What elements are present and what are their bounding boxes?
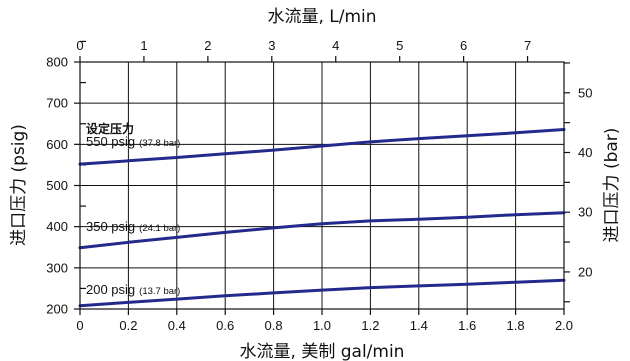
y-left-tick-label: 400 — [46, 219, 68, 234]
series-label-bar: (13.7 bar) — [139, 286, 180, 297]
y-right-tick-label: 20 — [578, 264, 592, 279]
x-bottom-tick-label: 1.8 — [507, 318, 525, 333]
x-top-tick-label: 6 — [460, 38, 467, 53]
plot-frame — [79, 61, 565, 310]
series-label-bar: (24.1 bar) — [139, 223, 180, 234]
series-label-bar: (37.8 bar) — [139, 138, 180, 149]
y-right-tick-label: 40 — [578, 145, 592, 160]
series-label: 350 psig (24.1 bar) — [86, 219, 180, 234]
y-left-tick-label: 200 — [46, 302, 68, 317]
series-line — [78, 278, 566, 308]
x-top-tick-label: 1 — [140, 38, 147, 53]
series-label: 200 psig (13.7 bar) — [86, 282, 180, 297]
y-left-tick-label: 300 — [46, 260, 68, 275]
series-label-name: 350 psig — [86, 219, 135, 234]
x-top-tick-label: 5 — [396, 38, 403, 53]
series-line — [78, 211, 566, 250]
x-bottom-tick-label: 0.6 — [216, 318, 234, 333]
x-bottom-tick-label: 1.6 — [458, 318, 476, 333]
legend-heading: 设定压力 — [86, 121, 134, 136]
x-top-tick-label: 2 — [204, 38, 211, 53]
x-top-tick-label: 0 — [76, 38, 83, 53]
x-axis-label: 水流量, 美制 gal/min — [240, 342, 405, 361]
x-bottom-tick-label: 0 — [76, 318, 83, 333]
y-left-tick-label: 500 — [46, 178, 68, 193]
chart-title-top-axis: 水流量, L/min — [267, 7, 376, 27]
series-labels: 550 psig (37.8 bar) 350 psig (24.1 bar) 200 … — [86, 134, 180, 297]
y-right-tick-label: 50 — [578, 85, 592, 100]
grid-lines — [79, 61, 565, 310]
x-bottom-tick-label: 1.0 — [313, 318, 331, 333]
y-left-tick-label: 800 — [46, 55, 68, 70]
x-top-tick-label: 4 — [332, 38, 339, 53]
series-line — [78, 128, 566, 166]
y-axis-label-right: 进口压力 (bar) — [602, 128, 622, 243]
y-left-tick-label: 600 — [46, 137, 68, 152]
y-left-tick-label: 700 — [46, 96, 68, 111]
x-top-tick-label: 3 — [268, 38, 275, 53]
x-bottom-tick-label: 1.4 — [410, 318, 428, 333]
x-bottom-tick-label: 0.4 — [168, 318, 186, 333]
y-right-tick-label: 30 — [578, 205, 592, 220]
series-label-name: 550 psig — [86, 134, 135, 149]
series-lines — [78, 128, 566, 308]
x-top-tick-label: 7 — [524, 38, 531, 53]
x-bottom-tick-label: 2.0 — [555, 318, 573, 333]
x-bottom-tick-label: 1.2 — [361, 318, 379, 333]
x-bottom-tick-label: 0.2 — [119, 318, 137, 333]
x-bottom-tick-label: 0.8 — [265, 318, 283, 333]
y-axis-label-left: 进口压力 (psig) — [9, 124, 29, 246]
series-label: 550 psig (37.8 bar) — [86, 134, 180, 149]
series-label-name: 200 psig — [86, 282, 135, 297]
